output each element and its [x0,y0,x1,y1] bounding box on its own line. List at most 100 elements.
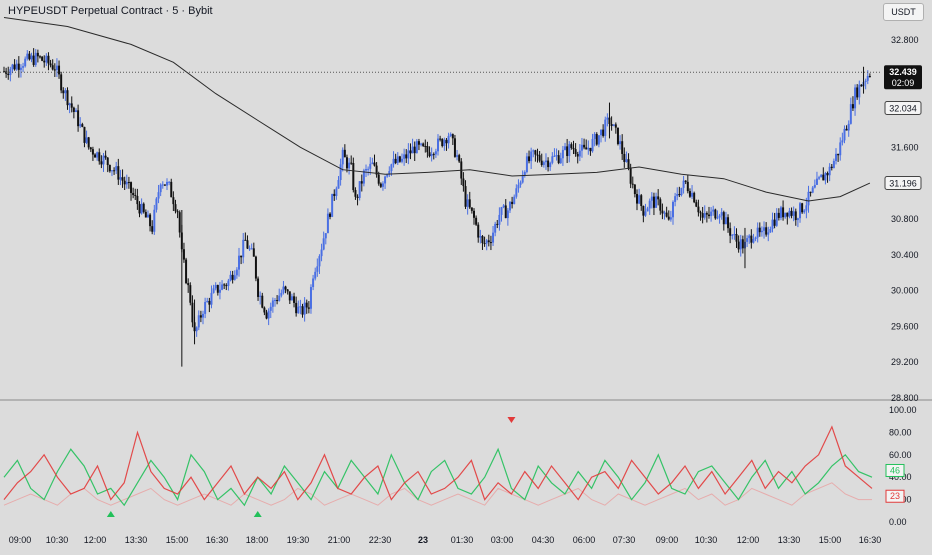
candle-body [534,150,537,155]
candle-body [502,205,505,208]
candle [36,49,39,63]
candle [202,310,205,325]
candle-body [661,210,664,214]
candle [288,291,291,305]
candle [100,155,103,169]
candle-body [237,255,240,270]
candle-body [559,158,562,164]
candle-body [174,204,177,212]
candle [773,212,776,229]
oscillator-faint-line [3,482,872,506]
candle-body [146,214,149,218]
candle-body [282,286,285,293]
candle [511,196,514,209]
candle-body [769,229,772,233]
candle-body [801,203,804,213]
candle [324,233,327,245]
candle [695,199,698,208]
candle [699,210,702,221]
candle-body [519,182,522,185]
candle-body [754,237,757,240]
candle [642,205,645,223]
candle-body [72,107,75,112]
candle-body [727,217,730,229]
candle [134,188,137,201]
candle-body [293,296,296,303]
candle [113,167,116,175]
candle-body [572,147,575,150]
candle [81,122,84,128]
candle [43,55,46,68]
candle [443,137,446,151]
candle [564,142,567,151]
candle [568,141,571,163]
candle [210,285,213,309]
candle-body [583,144,586,148]
candle-body [166,181,169,186]
candle-body [472,210,475,218]
candle-body [784,212,787,218]
candle-body [602,129,605,136]
candle [718,213,721,224]
candle [492,226,495,247]
candle-body [15,63,18,70]
candle-body [729,228,732,236]
candle-body [11,64,14,70]
candle [629,163,632,189]
candle-body [17,63,20,70]
candle-body [62,90,65,94]
candle [822,167,825,181]
candle [576,151,579,164]
candle-body [805,205,808,211]
candle [820,174,823,178]
candle [777,208,780,221]
candle-body [104,155,107,158]
candle-body [809,191,812,193]
candle-body [832,160,835,169]
candle [868,73,871,78]
candle-body [561,149,564,159]
candle-body [197,315,200,328]
candle-body [528,156,531,162]
candle-body [3,71,5,73]
candle [739,234,742,257]
candle [284,285,287,294]
candle [625,151,628,163]
candle-body [324,233,327,239]
candle-body [441,139,444,147]
candle-body [47,55,50,64]
candle [58,60,61,79]
candle-body [233,275,236,280]
candle [172,191,175,212]
candle [619,135,622,150]
candle-body [714,209,717,219]
candle [166,178,169,191]
candle-body [322,238,325,250]
candle-body [451,134,454,139]
candle [102,152,105,172]
candle-body [159,184,162,193]
x-tick-label: 15:00 [819,535,842,545]
candle-body [206,300,209,303]
candle [254,255,257,282]
candle-body [631,183,634,185]
candle [405,149,408,164]
x-tick-label: 04:30 [532,535,555,545]
candle [502,204,505,209]
candle-body [775,212,778,226]
candle [417,138,420,151]
candle-body [87,137,90,148]
candle [707,206,710,219]
candle-body [627,159,630,169]
candle-body [860,84,863,87]
candle [549,161,552,171]
candle-body [269,306,272,311]
currency-button[interactable]: USDT [883,3,924,21]
candle-body [680,187,683,196]
candle-body [794,211,797,221]
candle-body [439,138,442,140]
candle [411,138,414,154]
candle [15,59,18,71]
candle-body [580,144,583,151]
